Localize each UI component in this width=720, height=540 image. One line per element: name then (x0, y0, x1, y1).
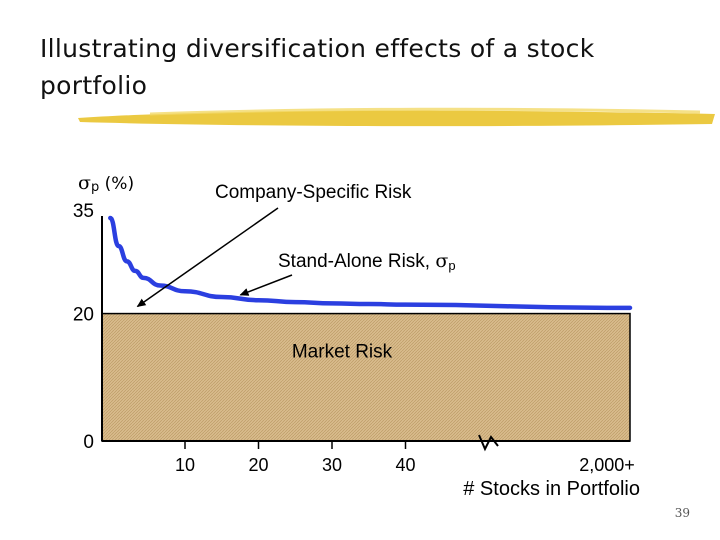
annotation-company-specific-risk: Company-Specific Risk (215, 182, 412, 203)
arrow-company-specific-risk (136, 207, 279, 308)
x-tick-label: 20 (248, 455, 268, 475)
annotation-stand-alone-text: Stand-Alone Risk, (278, 251, 435, 272)
page-number: 39 (674, 506, 690, 520)
title-underline (78, 110, 715, 127)
x-tick-label: 40 (395, 455, 415, 475)
axis-break-marker (478, 434, 499, 452)
y-tick-label: 20 (73, 305, 94, 326)
x-tick-label: 10 (175, 455, 195, 475)
y-axis-label-unit: (%) (99, 174, 134, 194)
annotation-stand-alone-risk: Stand-Alone Risk, σp (278, 250, 456, 273)
y-axis-label-sub: p (91, 180, 99, 195)
x-tick-label: 2,000+ (579, 455, 635, 475)
stand-alone-risk-curve (108, 215, 633, 311)
market-risk-label: Market Risk (292, 342, 393, 363)
annotation-stand-alone-sigma: σ (435, 250, 448, 272)
market-risk-region (101, 312, 631, 442)
y-axis-label-sigma: σ (78, 172, 91, 194)
arrow-stand-alone-risk (239, 274, 293, 296)
y-axis-label: σp (%) (78, 172, 134, 195)
annotation-stand-alone-sub: p (448, 258, 455, 273)
slide-title: Illustrating diversification effects of … (40, 34, 595, 100)
x-tick-label: 30 (322, 455, 342, 475)
y-tick-label: 0 (83, 432, 94, 453)
y-tick-label: 35 (73, 201, 94, 222)
x-axis-label: # Stocks in Portfolio (463, 478, 640, 500)
